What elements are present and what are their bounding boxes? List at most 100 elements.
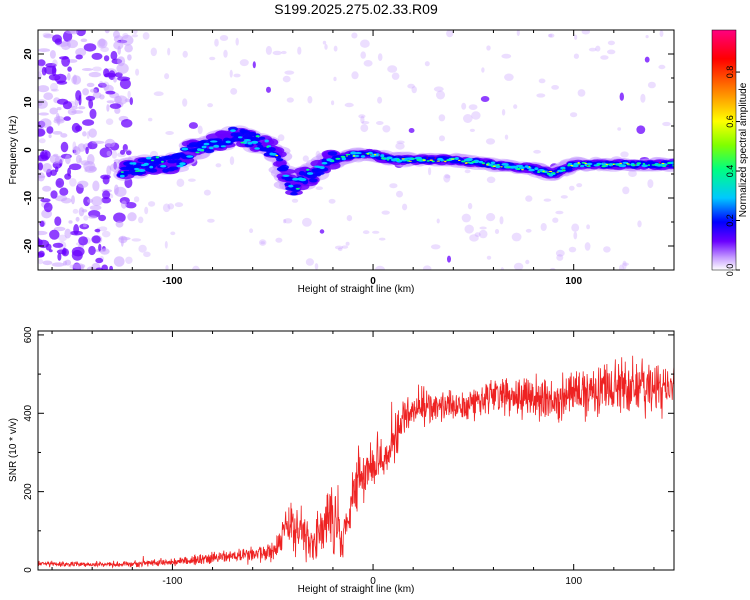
background-blob	[362, 230, 370, 235]
background-blob	[125, 202, 137, 209]
ridge-mark	[186, 155, 194, 158]
background-blob	[122, 144, 128, 152]
background-blob	[77, 143, 86, 152]
colorbar-label: Normalized spectral amplitude	[738, 82, 749, 217]
background-blob	[111, 150, 118, 159]
ridge-mark	[290, 191, 298, 196]
background-blob	[98, 82, 107, 88]
background-blob	[113, 95, 122, 104]
background-blob	[480, 96, 490, 102]
ridge-mark	[570, 165, 574, 167]
ridge-mark	[561, 169, 566, 172]
ridge-mark	[658, 162, 662, 164]
snr-panel: -100 0 100 0 200 400 600 Height of straight li…	[8, 326, 675, 595]
ridge-mark	[422, 159, 426, 161]
ridge-mark	[626, 163, 630, 165]
background-blob	[235, 37, 239, 46]
background-blob	[54, 38, 62, 45]
background-blob	[115, 220, 124, 228]
background-blob	[619, 264, 624, 270]
ridge-mark	[542, 170, 545, 172]
background-blob	[75, 48, 87, 57]
background-blob	[104, 30, 110, 34]
background-blob	[91, 140, 105, 144]
ridge-mark	[335, 157, 341, 160]
background-blob	[378, 237, 386, 241]
ridge-mark	[538, 170, 541, 172]
background-blob	[42, 185, 52, 192]
background-blob	[54, 216, 62, 226]
background-blob	[67, 167, 71, 177]
background-blob	[603, 246, 611, 253]
background-blob	[113, 256, 125, 267]
background-blob	[439, 135, 445, 142]
background-blob	[89, 205, 102, 211]
ridge-mark	[350, 151, 357, 155]
background-blob	[471, 111, 481, 120]
ridge-mark	[667, 162, 671, 165]
ridge-mark	[209, 146, 214, 150]
background-blob	[424, 61, 430, 67]
ridge-mark	[454, 157, 459, 160]
background-blob	[344, 102, 354, 108]
background-blob	[103, 55, 110, 62]
background-blob	[38, 128, 46, 137]
ridge-mark	[457, 159, 461, 161]
background-blob	[43, 202, 53, 213]
ridge-mark	[560, 166, 566, 170]
background-blob	[48, 74, 61, 81]
ridge-mark	[271, 153, 277, 156]
background-blob	[39, 118, 52, 128]
background-blob	[395, 142, 405, 150]
background-blob	[51, 88, 59, 92]
snr-series-line	[38, 355, 674, 569]
ridge-mark	[442, 161, 444, 162]
background-blob	[469, 128, 475, 132]
background-blob	[464, 224, 474, 234]
background-blob	[265, 45, 272, 55]
background-blob	[647, 179, 654, 189]
background-blob	[486, 176, 496, 184]
ridge-mark	[247, 141, 253, 145]
background-blob	[127, 212, 137, 222]
x-tick-label: 100	[565, 576, 582, 587]
y-tick-label: 400	[23, 404, 34, 421]
background-blob	[446, 30, 454, 38]
ridge-mark	[603, 162, 605, 164]
ridge-mark	[446, 159, 451, 162]
ridge-mark	[617, 163, 621, 166]
background-blob	[101, 264, 108, 270]
background-blob	[75, 90, 82, 101]
background-blob	[389, 183, 398, 189]
background-blob	[556, 254, 564, 261]
ridge-mark	[201, 145, 207, 149]
background-blob	[86, 131, 90, 139]
background-blob	[548, 33, 555, 38]
background-blob	[573, 231, 578, 240]
ridge-mark	[374, 153, 377, 156]
background-blob	[86, 82, 95, 88]
ridge-mark	[486, 164, 489, 166]
background-blob	[658, 64, 666, 70]
background-blob	[125, 256, 133, 264]
ridge-mark	[150, 159, 154, 162]
ridge-mark	[210, 140, 218, 143]
ridge-mark	[501, 163, 509, 166]
background-blob	[571, 223, 580, 232]
background-blob	[78, 236, 88, 246]
background-blob	[525, 195, 533, 202]
background-blob	[52, 242, 64, 248]
ridge-mark	[341, 157, 346, 161]
snr-ylabel: SNR (10 * v/v)	[8, 418, 19, 482]
background-blob	[230, 88, 238, 95]
background-blob	[170, 231, 176, 236]
background-blob	[64, 228, 72, 239]
background-blob	[49, 50, 56, 59]
background-blob	[49, 107, 58, 115]
background-blob	[540, 223, 547, 231]
ridge-mark	[148, 168, 158, 173]
background-blob	[88, 71, 102, 78]
ridge-mark	[264, 139, 269, 143]
background-blob	[76, 30, 86, 37]
background-blob	[387, 65, 398, 73]
